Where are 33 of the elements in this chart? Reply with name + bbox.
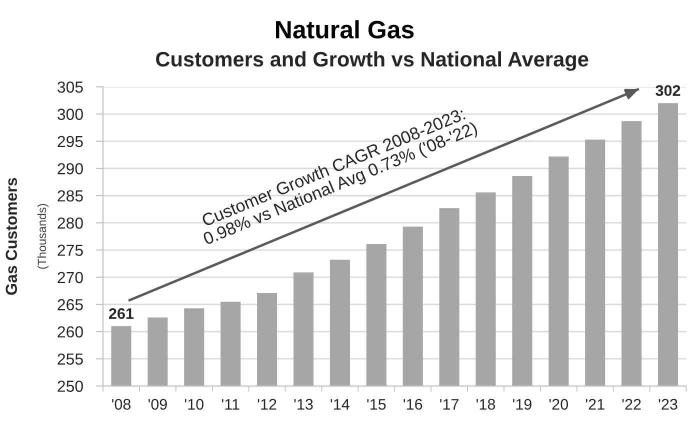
text: Gas Customers (Thousands) xyxy=(6,178,48,295)
x-tick-label: '17 xyxy=(440,399,458,410)
data-label: 302 xyxy=(656,85,680,96)
x-tick-label: '16 xyxy=(404,398,422,410)
x-tick-label: '14 xyxy=(330,399,350,410)
x-tick-label: '13 xyxy=(294,398,313,410)
y-tick-label: 255 xyxy=(58,353,83,365)
y-tick-label: 260 xyxy=(58,326,83,338)
x-tick-label: '12 xyxy=(258,398,276,410)
chart-subtitle: Customers and Growth vs National Average xyxy=(156,51,588,71)
y-tick-label: 305 xyxy=(58,81,83,93)
x-tick-label: '08 xyxy=(112,398,131,410)
x-tick-label: '15 xyxy=(367,399,386,410)
y-tick-label: 275 xyxy=(58,244,83,256)
x-tick-label: '22 xyxy=(622,398,641,410)
x-tick-label: '10 xyxy=(184,398,204,410)
y-tick-label: 265 xyxy=(58,299,83,310)
data-label: 261 xyxy=(109,308,134,319)
y-tick-label: 300 xyxy=(58,108,83,120)
y-tick-label: 290 xyxy=(58,163,83,174)
x-tick-label: '23 xyxy=(658,398,678,410)
x-tick-label: '18 xyxy=(476,398,496,410)
x-tick-label: '20 xyxy=(549,398,568,410)
y-tick-label: 285 xyxy=(58,190,83,202)
chart-title: Natural Gas xyxy=(276,20,414,39)
y-tick-label: 270 xyxy=(58,272,83,284)
y-tick-label: 250 xyxy=(58,380,83,392)
x-tick-label: '11 xyxy=(222,399,240,410)
x-tick-label: '19 xyxy=(513,398,532,410)
y-tick-label: 280 xyxy=(58,217,83,229)
y-tick-label: 295 xyxy=(58,136,83,148)
x-tick-label: '09 xyxy=(148,398,167,410)
x-tick-label: '21 xyxy=(586,398,604,410)
